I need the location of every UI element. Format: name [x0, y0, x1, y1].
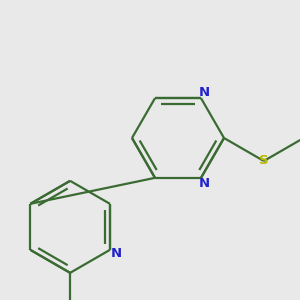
Text: N: N [199, 177, 210, 190]
Text: N: N [199, 85, 210, 99]
Text: N: N [110, 247, 122, 260]
Text: S: S [259, 154, 268, 167]
